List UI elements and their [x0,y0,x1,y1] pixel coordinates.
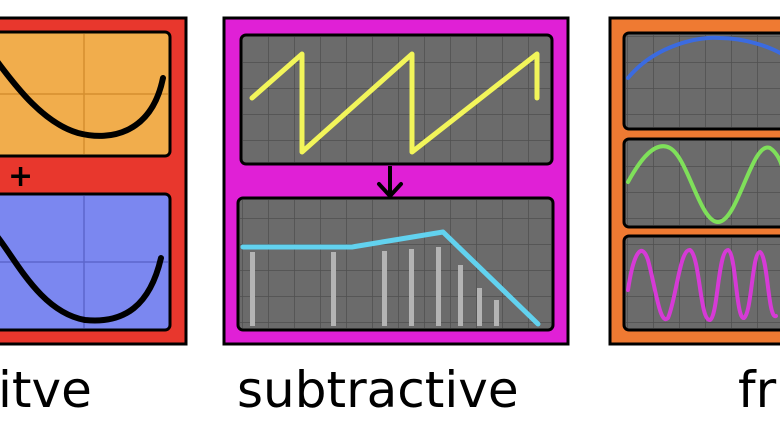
fm-output-wave [626,247,778,323]
fm-output-grid [626,238,780,328]
fm-caption: fr [738,361,777,419]
additive-caption: itve [0,361,92,419]
harmonic-bar [477,288,482,326]
subtractive-caption: subtractive [237,361,519,419]
harmonic-bar [458,265,463,326]
sawtooth-wave [249,51,540,155]
harmonic-bar [382,251,387,326]
additive-bottom-grid [0,196,168,328]
fm-panel [608,16,780,346]
subtractive-bottom-grid [240,200,551,328]
harmonic-bar [409,249,414,326]
down-arrow-icon [377,166,403,199]
subtractive-panel [222,16,570,346]
harmonic-bar [494,300,499,326]
harmonic-bars [250,247,499,326]
filter-curve [240,229,541,327]
plus-sign: + [8,159,33,194]
harmonic-bar [331,252,336,326]
fm-carrier-grid [626,35,780,127]
additive-panel: + [0,16,188,346]
harmonic-bar [436,247,441,326]
harmonic-bar [250,252,255,326]
additive-top-wave [0,60,166,139]
subtractive-top-grid [243,37,550,162]
carrier-wave [626,35,780,80]
modulator-wave [626,144,780,225]
additive-bottom-wave [0,235,164,324]
